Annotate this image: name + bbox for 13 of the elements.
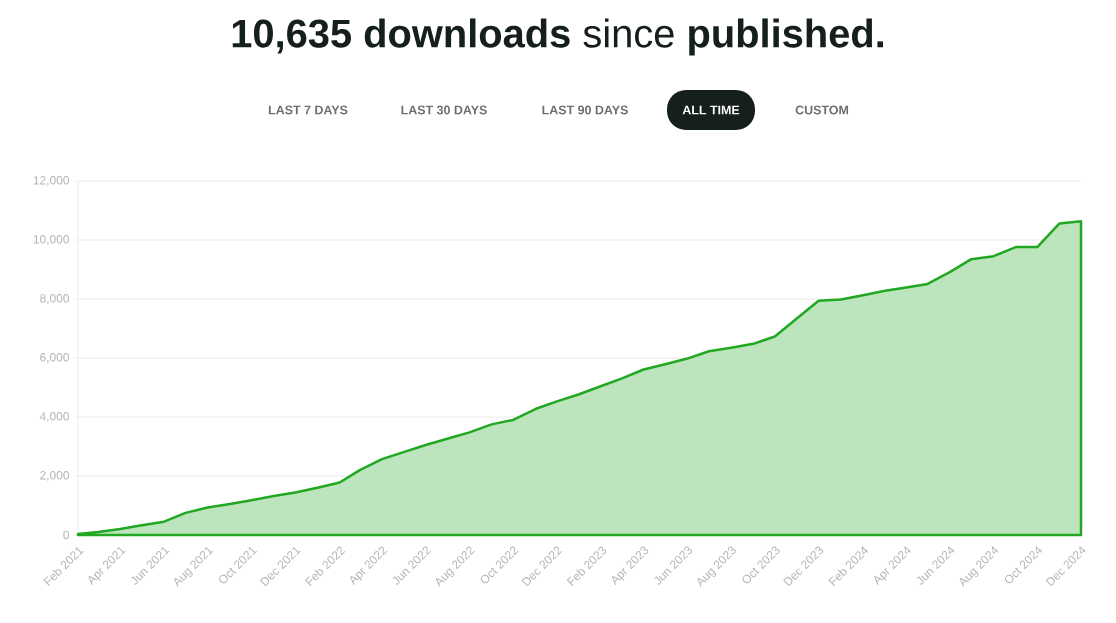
text: LAST 90 DAYS bbox=[542, 105, 628, 115]
y-tick-label: 8,000 bbox=[40, 294, 70, 304]
y-tick-label: 10,000 bbox=[33, 235, 70, 245]
text: CUSTOM bbox=[795, 105, 849, 115]
y-tick-label: 4,000 bbox=[39, 412, 70, 422]
y-tick-label: 6,000 bbox=[40, 353, 70, 363]
text: LAST 7 DAYS bbox=[268, 105, 348, 115]
y-tick-label: 2,000 bbox=[40, 471, 70, 481]
y-tick-label: 12,000 bbox=[33, 176, 70, 186]
text: LAST 30 DAYS bbox=[401, 105, 487, 115]
y-tick-label: 0 bbox=[63, 530, 70, 540]
chart-title: 10,635 downloads since published. bbox=[232, 18, 884, 56]
text: ALL TIME bbox=[682, 105, 740, 115]
